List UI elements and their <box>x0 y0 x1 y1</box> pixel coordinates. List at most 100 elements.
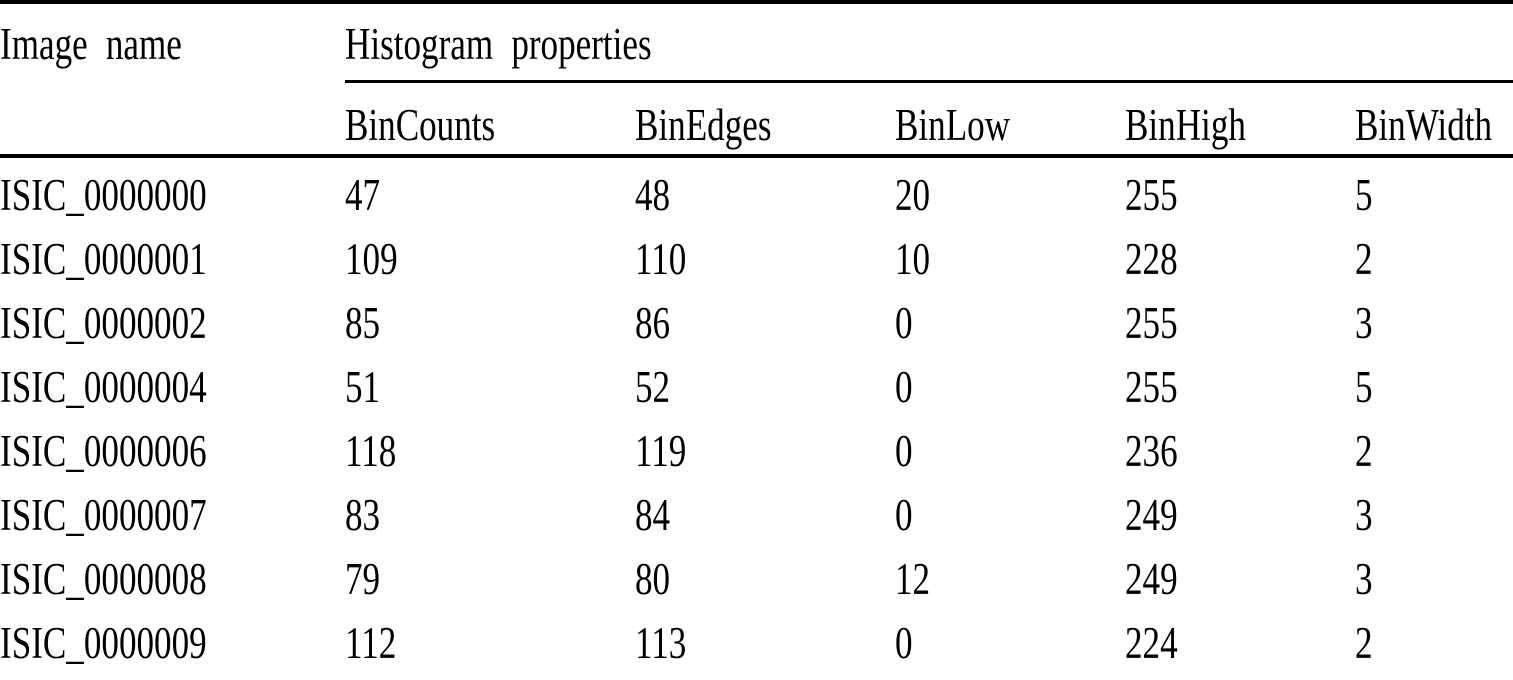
image-name-text: ISIC_0000002 <box>0 298 207 348</box>
value-text: 84 <box>635 490 671 540</box>
value-text: 3 <box>1355 490 1373 540</box>
value-text: 118 <box>345 426 397 476</box>
table-row: ISIC_0000000 47 48 20 255 5 <box>0 156 1513 222</box>
table-row: ISIC_0000008 79 80 12 249 3 <box>0 542 1513 606</box>
table-row: ISIC_0000004 51 52 0 255 5 <box>0 350 1513 414</box>
value-cell: 84 <box>635 478 895 542</box>
value-text: 236 <box>1125 426 1178 476</box>
value-cell: 80 <box>635 542 895 606</box>
value-text: 255 <box>1125 362 1178 412</box>
value-text: 51 <box>345 362 381 412</box>
value-cell: 0 <box>895 606 1125 670</box>
value-text: 0 <box>895 618 913 668</box>
value-cell: 20 <box>895 156 1125 222</box>
value-cell: 12 <box>895 542 1125 606</box>
column-header-label: BinEdges <box>635 100 772 150</box>
value-cell: 86 <box>635 286 895 350</box>
image-name-cell: ISIC_0000004 <box>0 350 345 414</box>
value-cell: 10 <box>895 222 1125 286</box>
value-text: 119 <box>635 426 687 476</box>
column-header-label: BinHigh <box>1125 100 1246 150</box>
table-body: ISIC_0000000 47 48 20 255 5 ISIC_0000001 109… <box>0 156 1513 680</box>
image-name-header-label: Image name <box>0 19 182 69</box>
value-cell: 109 <box>345 222 635 286</box>
value-cell: 1 <box>1355 670 1513 680</box>
column-header-label: BinWidth <box>1355 100 1493 150</box>
value-cell: 2 <box>1355 606 1513 670</box>
value-cell: 79 <box>345 542 635 606</box>
value-text: 52 <box>635 362 671 412</box>
image-name-cell: ISIC_0000006 <box>0 414 345 478</box>
value-text: 80 <box>635 554 671 604</box>
value-text: 2 <box>1355 618 1373 668</box>
image-name-text: ISIC_0000000 <box>0 170 207 220</box>
value-cell: 51 <box>345 350 635 414</box>
value-cell: 3 <box>1355 286 1513 350</box>
value-cell: 236 <box>1125 414 1355 478</box>
value-text: 79 <box>345 554 381 604</box>
value-text: 0 <box>895 490 913 540</box>
value-text: 20 <box>895 170 931 220</box>
value-cell: 113 <box>635 606 895 670</box>
image-name-cell: ISIC_0000000 <box>0 156 345 222</box>
table-row: ISIC_0000001 109 110 10 228 2 <box>0 222 1513 286</box>
value-text: 86 <box>635 298 671 348</box>
value-text: 0 <box>895 362 913 412</box>
table-row: ISIC_0000006 118 119 0 236 2 <box>0 414 1513 478</box>
image-name-text: ISIC_0000006 <box>0 426 207 476</box>
value-cell: 0 <box>895 414 1125 478</box>
value-text: 2 <box>1355 234 1373 284</box>
value-text: 5 <box>1355 170 1373 220</box>
column-header-binedges: BinEdges <box>635 81 895 158</box>
value-cell: 3 <box>1355 542 1513 606</box>
value-cell: 83 <box>345 478 635 542</box>
value-cell: 119 <box>635 414 895 478</box>
value-cell: 6 <box>895 670 1125 680</box>
column-header-binwidth: BinWidth <box>1355 81 1513 158</box>
value-cell: 249 <box>1125 542 1355 606</box>
image-name-text: ISIC_0000009 <box>0 618 207 668</box>
value-text: 249 <box>1125 554 1178 604</box>
subheader-row: BinCounts BinEdges BinLow BinHigh BinWid… <box>0 81 1513 158</box>
value-text: 3 <box>1355 554 1373 604</box>
image-name-text: ISIC_0000004 <box>0 362 207 412</box>
value-cell: 112 <box>345 606 635 670</box>
value-cell: 48 <box>635 156 895 222</box>
value-cell: 0 <box>895 350 1125 414</box>
image-name-cell: ISIC_0000001 <box>0 222 345 286</box>
value-text: 109 <box>345 234 398 284</box>
value-cell: 47 <box>345 156 635 222</box>
value-text: 2 <box>1355 426 1373 476</box>
table-row: ISIC_0000007 83 84 0 249 3 <box>0 478 1513 542</box>
value-text: 5 <box>1355 362 1373 412</box>
image-name-cell: ISIC_0000008 <box>0 542 345 606</box>
table-row: ISIC_0000009 112 113 0 224 2 <box>0 606 1513 670</box>
value-cell: 224 <box>1125 606 1355 670</box>
value-cell: 203 <box>345 670 635 680</box>
value-text: 112 <box>345 618 397 668</box>
value-text: 0 <box>895 298 913 348</box>
value-cell: 204 <box>635 670 895 680</box>
value-text: 83 <box>345 490 381 540</box>
value-text: 249 <box>1125 490 1178 540</box>
value-cell: 249 <box>1125 478 1355 542</box>
image-name-text: ISIC_0000008 <box>0 554 207 604</box>
image-name-cell: ISIC_0000010 <box>0 670 345 680</box>
column-header-bincounts: BinCounts <box>345 81 635 158</box>
column-header-binhigh: BinHigh <box>1125 81 1355 158</box>
value-cell: 0 <box>895 478 1125 542</box>
value-text: 3 <box>1355 298 1373 348</box>
column-header-label: BinCounts <box>345 100 496 150</box>
column-header-image-name: Image name <box>0 2 345 158</box>
value-cell: 255 <box>1125 156 1355 222</box>
image-name-cell: ISIC_0000007 <box>0 478 345 542</box>
image-name-text: ISIC_0000001 <box>0 234 207 284</box>
value-cell: 52 <box>635 350 895 414</box>
value-text: 47 <box>345 170 381 220</box>
value-cell: 0 <box>895 286 1125 350</box>
value-text: 255 <box>1125 170 1178 220</box>
column-header-binlow: BinLow <box>895 81 1125 158</box>
value-cell: 5 <box>1355 156 1513 222</box>
column-header-label: BinLow <box>895 100 1011 150</box>
table-header: Image name Histogram properties BinCount… <box>0 2 1513 158</box>
